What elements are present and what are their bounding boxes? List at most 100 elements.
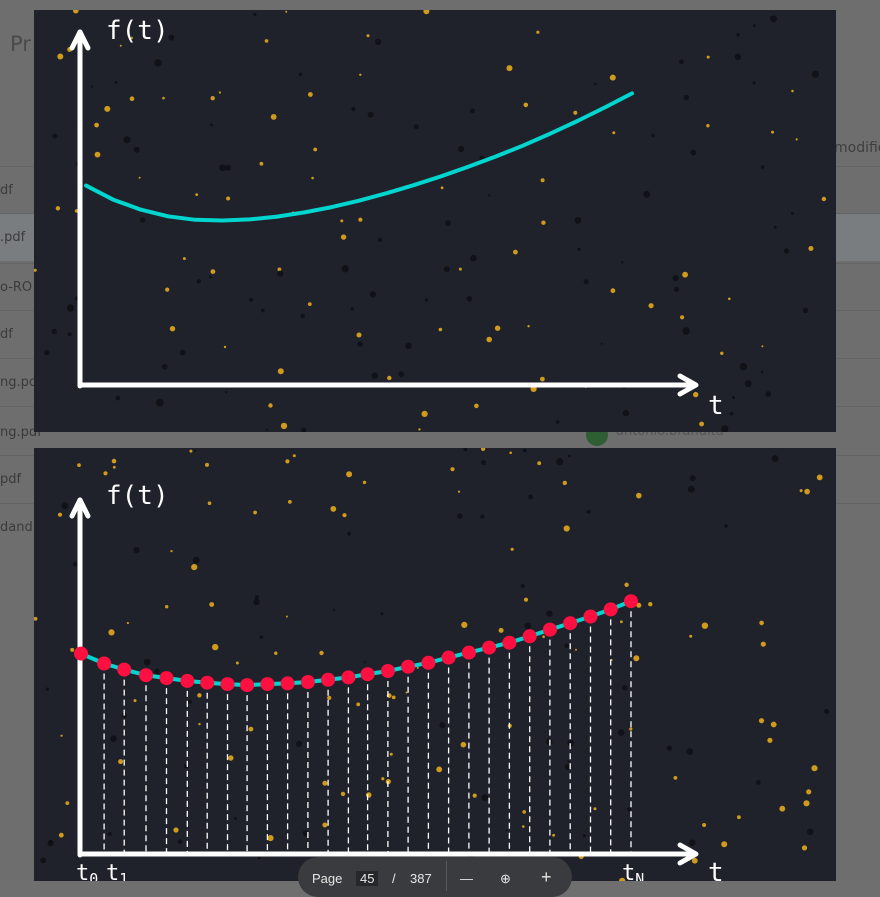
dark-speckle	[413, 124, 419, 130]
dark-speckle	[341, 265, 349, 273]
dark-speckle	[729, 411, 734, 416]
zoom-in-button[interactable]: +	[541, 867, 552, 887]
gold-speckle	[307, 302, 312, 306]
gold-speckle	[210, 269, 216, 274]
dark-speckle	[347, 531, 352, 536]
dark-speckle	[210, 123, 214, 127]
dark-speckle	[298, 72, 303, 77]
gold-speckle	[421, 410, 428, 417]
gold-speckle	[760, 641, 766, 647]
gold-speckle	[691, 857, 698, 864]
gold-speckle	[801, 845, 808, 851]
chart-bottom: f(t) t t0 t1 tN	[34, 448, 830, 881]
page-label: Page	[312, 871, 343, 886]
data-point	[74, 646, 88, 661]
gold-speckle	[288, 500, 292, 504]
tick-label-base: t	[106, 861, 119, 881]
dark-speckle	[133, 146, 140, 153]
dark-speckle	[524, 622, 532, 630]
zoom-reset-button[interactable]: ⊕	[500, 871, 511, 886]
gold-speckle	[552, 833, 555, 837]
gold-speckle	[523, 597, 529, 602]
gold-speckle	[285, 10, 288, 13]
tick-label-subscript: N	[635, 870, 644, 881]
page-number-input[interactable]: 45	[356, 871, 379, 886]
dark-speckle	[266, 428, 269, 431]
dark-speckle	[760, 370, 764, 374]
dark-speckle	[689, 475, 696, 482]
dark-speckle	[622, 409, 630, 417]
dark-speckle	[72, 561, 78, 567]
gold-speckle	[522, 810, 526, 814]
dark-speckle	[481, 794, 489, 801]
dark-speckle	[666, 745, 672, 751]
list-item-label: dand	[0, 520, 33, 535]
tick-label-base: t	[76, 861, 89, 881]
gold-speckle	[322, 822, 328, 828]
zoom-out-button[interactable]: —	[460, 871, 473, 886]
gold-speckle	[523, 102, 529, 108]
gold-speckle	[359, 73, 362, 76]
dark-speckle	[192, 556, 200, 564]
dark-speckle	[520, 583, 525, 589]
gold-speckle	[816, 474, 823, 481]
dark-speckle	[253, 12, 257, 17]
gold-speckle	[472, 793, 477, 798]
background-column-header: modifie	[834, 140, 880, 156]
gold-speckle	[319, 650, 324, 656]
gold-speckle	[118, 759, 124, 765]
gold-speckle	[267, 835, 274, 842]
gold-speckle	[799, 489, 803, 493]
gold-speckle	[767, 737, 773, 743]
gold-speckle	[311, 176, 314, 180]
gold-speckle	[268, 403, 273, 408]
gold-speckle	[418, 428, 421, 431]
dark-speckle	[463, 448, 468, 452]
gold-speckle	[327, 695, 332, 700]
dark-speckle	[577, 247, 581, 251]
gold-speckle	[34, 616, 38, 621]
dark-speckle	[651, 133, 655, 138]
gold-speckle	[55, 206, 61, 211]
dark-speckle	[367, 111, 374, 118]
y-axis-arrowhead	[69, 29, 91, 51]
data-point	[159, 671, 174, 686]
x-axis-arrowhead	[677, 373, 699, 397]
gold-speckle	[436, 766, 443, 773]
dark-speckle	[466, 296, 473, 302]
gold-speckle	[522, 825, 525, 828]
gold-speckle	[381, 777, 385, 781]
gold-speckle	[274, 651, 278, 655]
dark-speckle	[546, 610, 553, 617]
dark-speckle	[736, 32, 740, 37]
dark-speckle	[110, 735, 117, 742]
dark-speckle	[622, 685, 628, 691]
list-item-label: o-RO	[0, 280, 33, 295]
dark-speckle	[375, 38, 382, 45]
dark-speckle	[371, 372, 378, 379]
dark-speckle	[690, 149, 697, 156]
dark-speckle	[40, 857, 46, 864]
background-title: Pr	[10, 32, 31, 56]
gold-speckle	[189, 449, 193, 453]
dark-speckle	[91, 85, 94, 88]
series-line	[80, 599, 632, 688]
dark-speckle	[470, 255, 477, 262]
gold-speckle	[103, 471, 108, 476]
gold-speckle	[440, 186, 444, 190]
gold-speckle	[356, 332, 362, 338]
gold-speckle	[527, 325, 530, 328]
dark-speckle	[261, 308, 265, 313]
dark-speckle	[686, 748, 694, 755]
gold-speckle	[563, 525, 570, 532]
dark-speckle	[300, 313, 305, 319]
tick-label-t0: t0	[76, 861, 98, 881]
data-point	[321, 672, 336, 687]
gold-speckle	[624, 582, 629, 587]
gold-speckle	[119, 44, 122, 47]
dark-speckle	[443, 266, 450, 273]
dark-speckle	[253, 598, 260, 606]
background-speckles	[34, 448, 830, 881]
gold-speckle	[77, 463, 81, 467]
gold-speckle	[537, 461, 542, 466]
